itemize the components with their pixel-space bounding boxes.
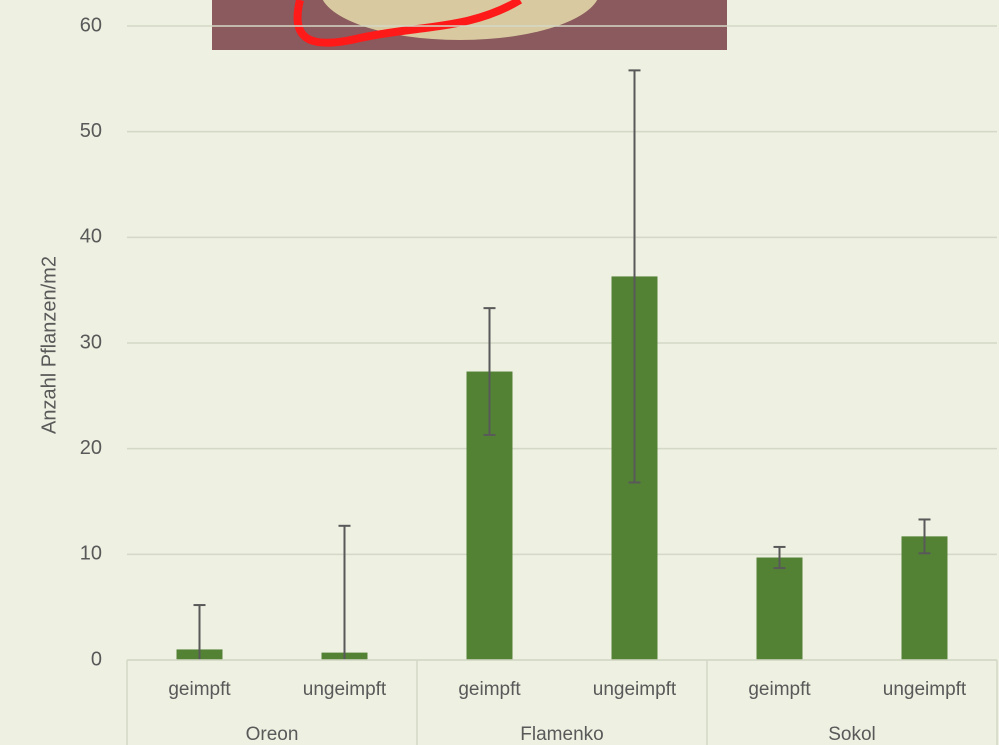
group-label: Oreon [246,724,299,745]
x-tick-label: geimpft [168,679,231,700]
plot-area [176,69,948,660]
x-tick-label: ungeimpft [303,679,387,700]
y-tick-label: 50 [80,120,102,142]
y-tick-label: 60 [80,14,102,36]
y-tick-label: 0 [91,648,102,670]
bar [901,536,948,660]
photo [212,0,727,50]
y-tick-label: 30 [80,331,102,353]
x-tick-label: ungeimpft [883,679,967,700]
x-tick-label: geimpft [458,679,521,700]
y-tick-label: 10 [80,543,102,565]
y-tick-label: 20 [80,437,102,459]
y-tick-label: 40 [80,226,102,248]
x-tick-label: ungeimpft [593,679,677,700]
x-tick-label: geimpft [748,679,811,700]
y-axis-title: Anzahl Pflanzen/m2 [38,256,60,434]
bar [756,557,803,660]
group-label: Flamenko [520,724,603,745]
group-label: Sokol [828,724,876,745]
